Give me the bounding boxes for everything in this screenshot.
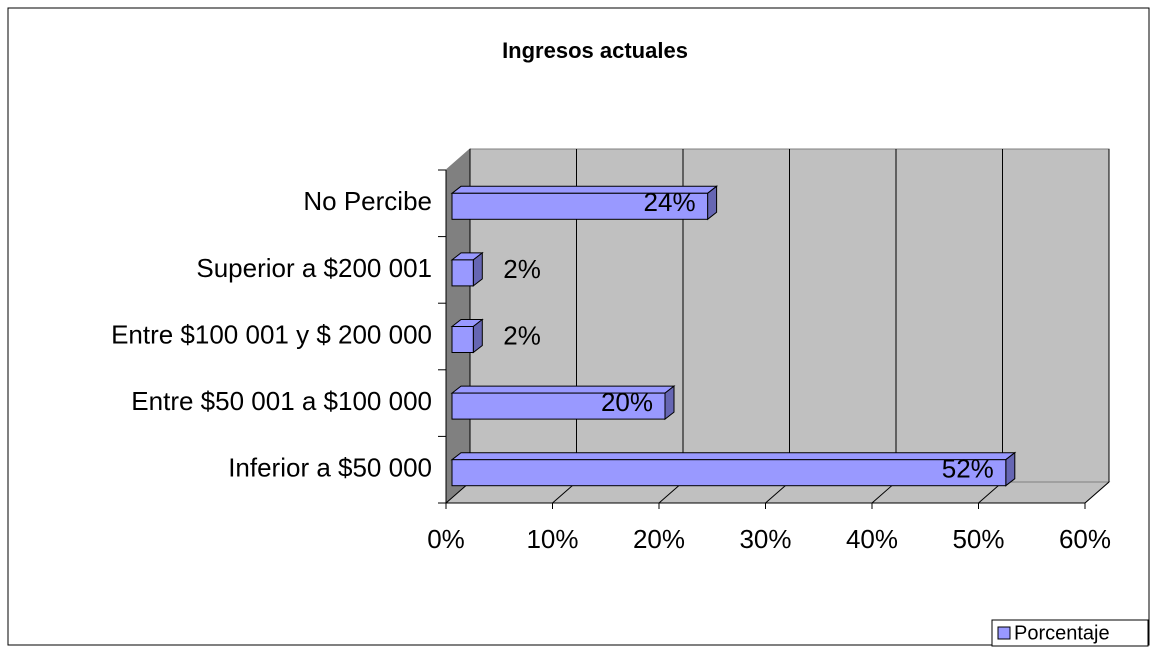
bar-face: [451, 259, 474, 287]
y-tick-label: Entre $100 001 y $ 200 000: [111, 319, 432, 349]
data-label: 2%: [503, 254, 541, 284]
y-tick-label: Inferior a $50 000: [228, 453, 432, 483]
x-tick-label: 0%: [427, 524, 465, 554]
bar-face: [451, 459, 1007, 487]
bar-face: [451, 326, 474, 353]
bar: [450, 385, 676, 421]
bar: [450, 318, 484, 354]
data-label: 24%: [644, 187, 696, 217]
chart-title: Ingresos actuales: [502, 38, 688, 63]
bar-face: [451, 192, 709, 220]
bar: [450, 185, 719, 221]
bar-face: [450, 452, 1017, 461]
x-tick-label: 50%: [952, 524, 1004, 554]
legend-label: Porcentaje: [1014, 622, 1110, 644]
data-label: 52%: [942, 454, 994, 484]
x-tick-label: 40%: [846, 524, 898, 554]
x-tick-label: 10%: [526, 524, 578, 554]
bar-face: [451, 392, 666, 420]
x-tick-label: 20%: [633, 524, 685, 554]
data-label: 20%: [601, 387, 653, 417]
floor-grid-line: [1084, 481, 1110, 504]
data-label: 2%: [503, 320, 541, 350]
x-tick-label: 60%: [1059, 524, 1111, 554]
y-tick-label: Entre $50 001 a $100 000: [131, 386, 432, 416]
bar: [450, 451, 1017, 487]
legend-swatch: [997, 626, 1011, 640]
bar: [450, 251, 484, 287]
legend-box: [991, 619, 1149, 647]
y-tick-label: No Percibe: [303, 186, 432, 216]
y-tick-label: Superior a $200 001: [196, 253, 432, 283]
x-tick-label: 30%: [739, 524, 791, 554]
